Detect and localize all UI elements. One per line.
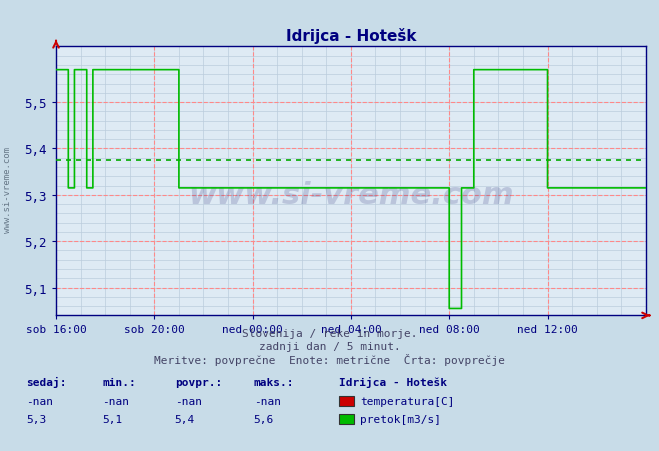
Text: temperatura[C]: temperatura[C]	[360, 396, 455, 405]
Text: 5,4: 5,4	[175, 414, 195, 423]
Text: -nan: -nan	[26, 396, 53, 405]
Text: Idrijca - Hotešk: Idrijca - Hotešk	[339, 377, 447, 387]
Text: pretok[m3/s]: pretok[m3/s]	[360, 414, 442, 423]
Text: min.:: min.:	[102, 377, 136, 387]
Text: 5,1: 5,1	[102, 414, 123, 423]
Text: zadnji dan / 5 minut.: zadnji dan / 5 minut.	[258, 341, 401, 351]
Title: Idrijca - Hotešk: Idrijca - Hotešk	[285, 28, 416, 43]
Text: Slovenija / reke in morje.: Slovenija / reke in morje.	[242, 328, 417, 338]
Text: sedaj:: sedaj:	[26, 377, 67, 387]
Text: www.si-vreme.com: www.si-vreme.com	[3, 147, 13, 232]
Text: www.si-vreme.com: www.si-vreme.com	[188, 180, 514, 209]
Text: 5,3: 5,3	[26, 414, 47, 423]
Text: 5,6: 5,6	[254, 414, 274, 423]
Text: -nan: -nan	[175, 396, 202, 405]
Text: Meritve: povprečne  Enote: metrične  Črta: povprečje: Meritve: povprečne Enote: metrične Črta:…	[154, 353, 505, 365]
Text: povpr.:: povpr.:	[175, 377, 222, 387]
Text: -nan: -nan	[102, 396, 129, 405]
Text: maks.:: maks.:	[254, 377, 294, 387]
Text: -nan: -nan	[254, 396, 281, 405]
